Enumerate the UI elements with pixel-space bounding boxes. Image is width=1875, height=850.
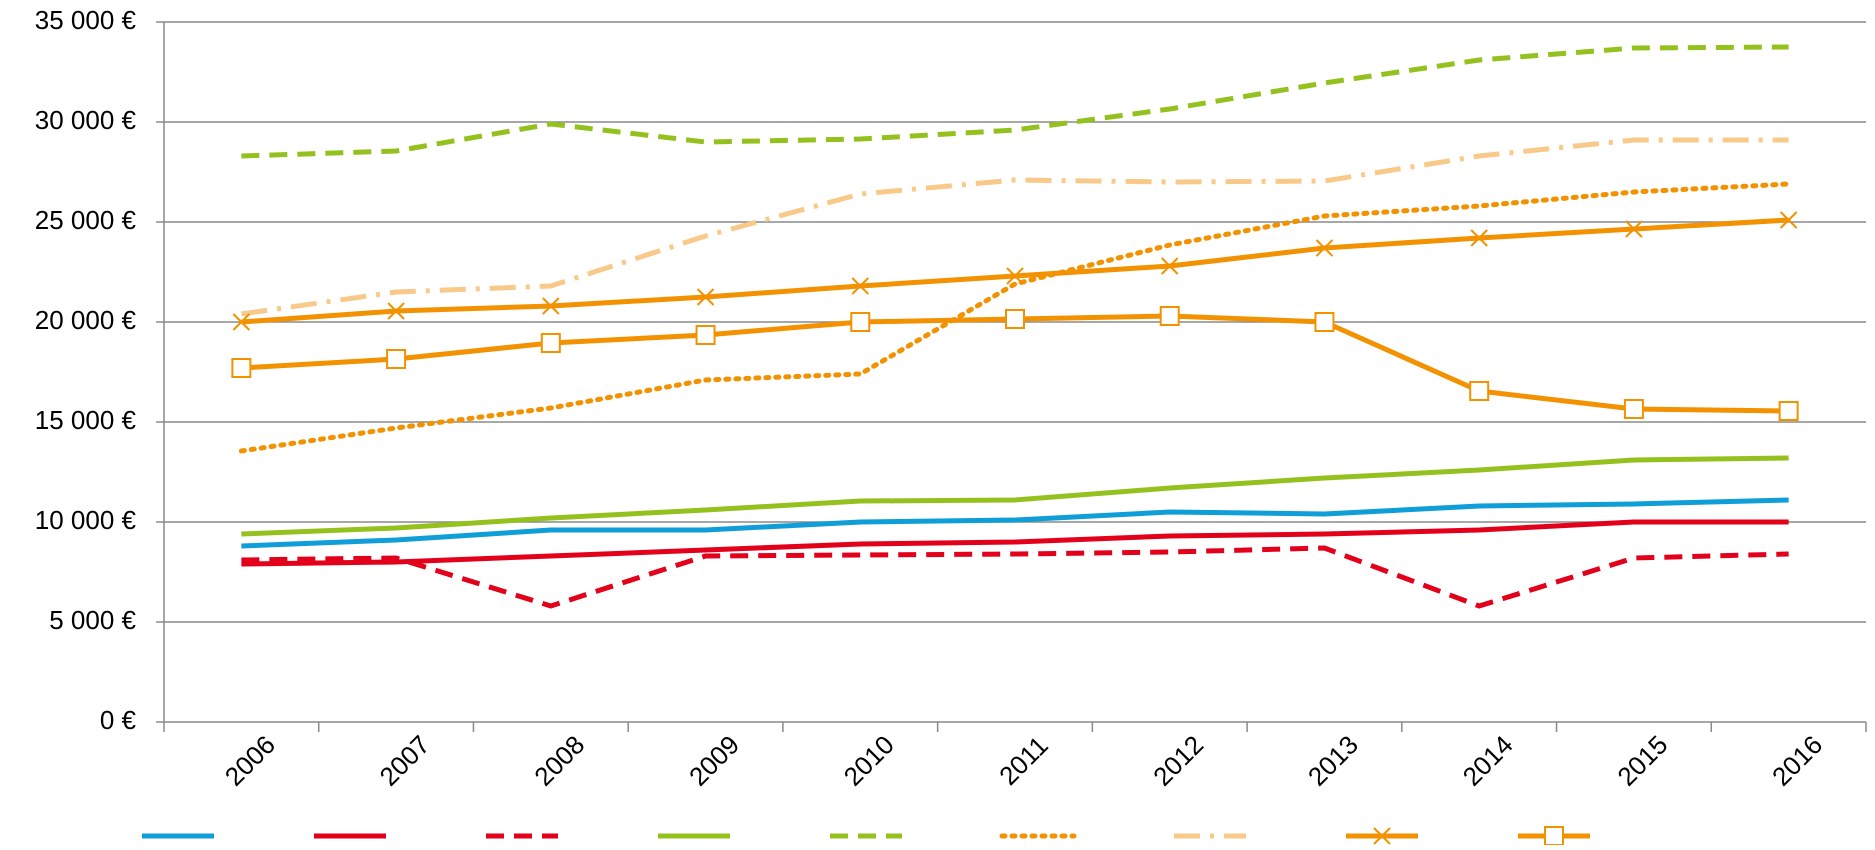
series-line [241,455,1789,537]
marker-square [1314,312,1335,332]
x-tick-label: 2012 [1147,729,1209,791]
x-tick-label: 2006 [219,729,281,791]
marker-x [1625,220,1643,238]
marker-square [1544,826,1564,846]
marker-square [1005,309,1025,329]
y-tick-label: 0 € [100,705,137,735]
y-tick-label: 15 000 € [35,405,137,435]
marker-square [695,325,716,345]
marker-x [1470,229,1488,247]
marker-x [542,297,560,315]
series-line [241,519,1789,567]
marker-square [231,358,252,378]
marker-x [232,313,251,331]
marker-square [1159,306,1180,326]
marker-square [386,349,407,369]
y-tick-label: 5 000 € [49,605,136,635]
series-line [241,44,1789,159]
series-line [238,181,1792,454]
marker-x [696,288,715,306]
x-tick-label: 2010 [838,729,900,791]
marker-square [1623,399,1644,419]
x-tick-label: 2013 [1302,729,1364,791]
legend-entry [1518,826,1590,846]
marker-x [1373,827,1391,845]
marker-x [1006,267,1024,285]
marker-x [851,277,869,295]
series-line [241,313,1789,414]
marker-x [1315,239,1334,257]
marker-square [1778,401,1799,421]
series-line [241,137,1789,317]
x-tick-label: 2016 [1766,729,1828,791]
marker-square [540,333,561,353]
marker-x [1161,257,1179,275]
marker-square [850,312,871,332]
series-line [241,497,1789,549]
marker-square [1469,381,1490,401]
y-tick-label: 10 000 € [35,505,137,535]
y-tick-label: 25 000 € [35,205,137,235]
series-line [241,545,1789,609]
series-line [241,217,1789,325]
x-tick-label: 2007 [374,729,436,791]
marker-x [1779,211,1798,229]
y-tick-label: 30 000 € [35,105,137,135]
x-tick-label: 2015 [1611,729,1673,791]
x-tick-label: 2009 [683,729,745,791]
y-tick-label: 35 000 € [35,5,137,35]
legend-entry [1346,827,1418,845]
x-tick-label: 2008 [528,729,590,791]
y-tick-label: 20 000 € [35,305,137,335]
marker-x [387,302,405,320]
x-tick-label: 2011 [993,730,1054,791]
x-tick-label: 2014 [1457,729,1519,791]
